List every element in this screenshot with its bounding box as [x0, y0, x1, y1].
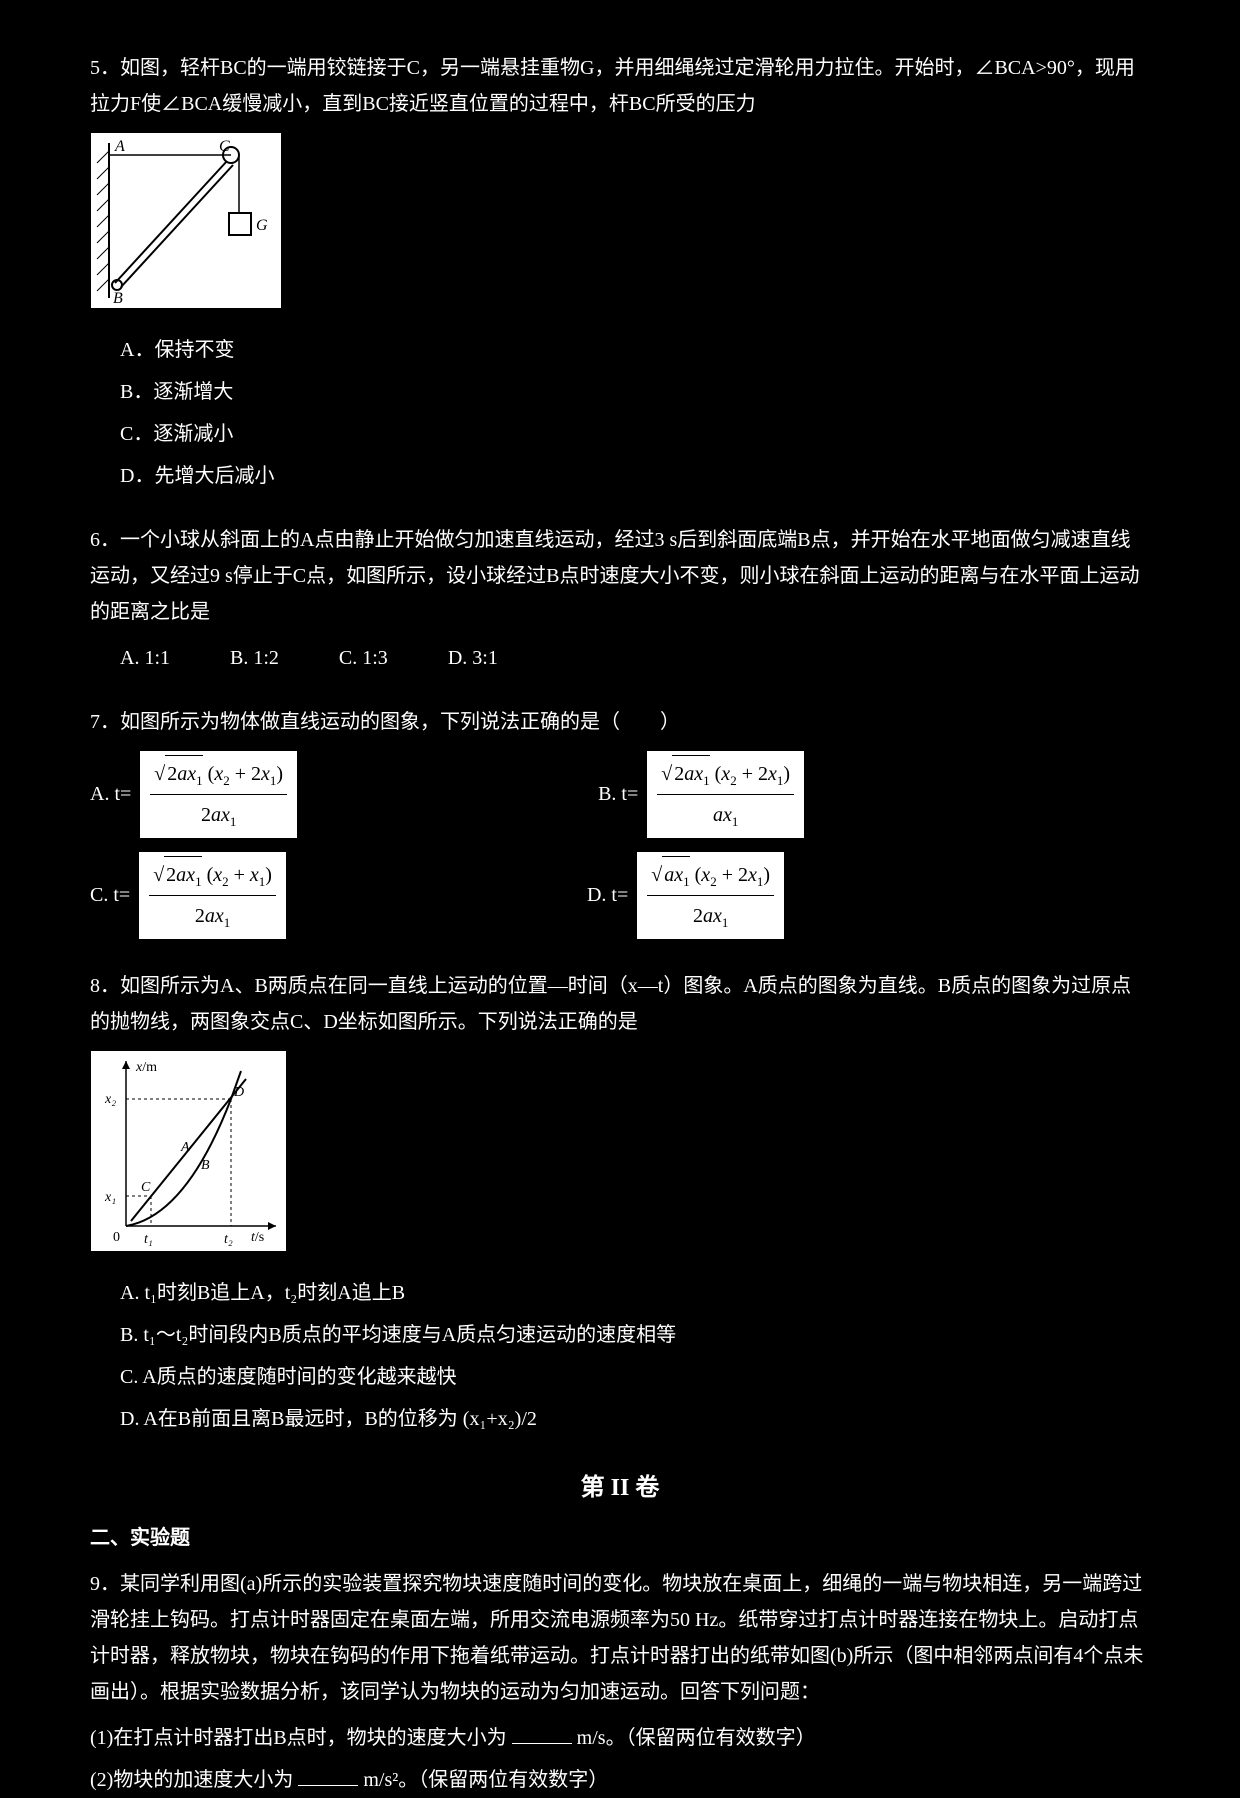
q6-opt-a: A. 1:1 — [120, 640, 170, 676]
q5-number: 5 — [90, 57, 100, 79]
q7-number: 7 — [90, 711, 100, 733]
q6-options: A. 1:1 B. 1:2 C. 1:3 D. 3:1 — [120, 640, 1150, 676]
q5-options: A．保持不变 B．逐渐增大 C．逐渐减小 D．先增大后减小 — [120, 332, 1150, 494]
q7-formula-d: √ax1 (x2 + 2x1) 2ax1 — [636, 851, 785, 940]
q6-opt-c: C. 1:3 — [339, 640, 388, 676]
q9-sub1: (1)在打点计时器打出B点时，物块的速度大小为 m/s。（保留两位有效数字） — [90, 1720, 1150, 1756]
question-5: 5．如图，轻杆BC的一端用铰链接于C，另一端悬挂重物G，并用细绳绕过定滑轮用力拉… — [90, 50, 1150, 494]
q6-opt-d: D. 3:1 — [448, 640, 498, 676]
q7-a-prefix: A. t= — [90, 776, 131, 812]
q8-opt-d: D. A在B前面且离B最远时，B的位移为 (x₁+x₂)/2 — [120, 1401, 1150, 1437]
question-9: 9．某同学利用图(a)所示的实验装置探究物块速度随时间的变化。物块放在桌面上，细… — [90, 1566, 1150, 1798]
svg-text:A: A — [114, 138, 125, 155]
svg-text:C: C — [219, 138, 230, 155]
q7-text: 7．如图所示为物体做直线运动的图象，下列说法正确的是（ ） — [90, 704, 1150, 740]
svg-text:x/m: x/m — [135, 1060, 157, 1075]
q7-row1: A. t= √2ax1 (x2 + 2x1) 2ax1 B. t= √2ax1 … — [90, 750, 1150, 839]
svg-text:t₂: t₂ — [224, 1232, 233, 1247]
q8-opt-b: B. t₁～t₂时间段内B质点的平均速度与A质点匀速运动的速度相等 — [120, 1317, 1150, 1353]
q7-d-prefix: D. t= — [587, 877, 628, 913]
q8-text: 8．如图所示为A、B两质点在同一直线上运动的位置—时间（x—t）图象。A质点的图… — [90, 968, 1150, 1040]
svg-text:B: B — [113, 290, 123, 307]
q7-c-prefix: C. t= — [90, 877, 130, 913]
section2-part-title: 二、实验题 — [90, 1520, 1150, 1556]
blank-2[interactable] — [298, 1768, 358, 1786]
svg-text:x₂: x₂ — [104, 1092, 116, 1107]
q5-figure-wrap: A C B G — [90, 132, 1150, 320]
svg-text:0: 0 — [113, 1230, 120, 1245]
q9-number: 9 — [90, 1573, 100, 1595]
q5-opt-b: B．逐渐增大 — [120, 374, 1150, 410]
svg-text:x₁: x₁ — [104, 1190, 116, 1205]
section-2: 第 II 卷 二、实验题 9．某同学利用图(a)所示的实验装置探究物块速度随时间… — [90, 1467, 1150, 1798]
svg-text:A: A — [180, 1140, 190, 1155]
q8-figure: x/m t/s 0 x₂ x₁ t₁ t₂ C D A B — [90, 1050, 285, 1250]
question-6: 6．一个小球从斜面上的A点由静止开始做匀加速直线运动，经过3 s后到斜面底端B点… — [90, 522, 1150, 676]
blank-1[interactable] — [512, 1726, 572, 1744]
q9-sub2: (2)物块的加速度大小为 m/s²。（保留两位有效数字） — [90, 1762, 1150, 1798]
q6-number: 6 — [90, 529, 100, 551]
q8-options: A. t₁时刻B追上A，t₂时刻A追上B B. t₁～t₂时间段内B质点的平均速… — [120, 1275, 1150, 1437]
q8-figure-wrap: x/m t/s 0 x₂ x₁ t₁ t₂ C D A B — [90, 1050, 1150, 1263]
q5-figure: A C B G — [90, 132, 280, 307]
svg-text:B: B — [201, 1158, 210, 1173]
q5-text: 5．如图，轻杆BC的一端用铰链接于C，另一端悬挂重物G，并用细绳绕过定滑轮用力拉… — [90, 50, 1150, 122]
q5-opt-c: C．逐渐减小 — [120, 416, 1150, 452]
q7-formula-a: √2ax1 (x2 + 2x1) 2ax1 — [139, 750, 298, 839]
svg-text:D: D — [233, 1085, 244, 1100]
q7-formula-b: √2ax1 (x2 + 2x1) ax1 — [646, 750, 805, 839]
question-8: 8．如图所示为A、B两质点在同一直线上运动的位置—时间（x—t）图象。A质点的图… — [90, 968, 1150, 1437]
q6-text: 6．一个小球从斜面上的A点由静止开始做匀加速直线运动，经过3 s后到斜面底端B点… — [90, 522, 1150, 630]
q9-text: 9．某同学利用图(a)所示的实验装置探究物块速度随时间的变化。物块放在桌面上，细… — [90, 1566, 1150, 1710]
q6-opt-b: B. 1:2 — [230, 640, 279, 676]
svg-text:C: C — [141, 1180, 151, 1195]
svg-text:t/s: t/s — [251, 1230, 264, 1245]
q7-b-prefix: B. t= — [598, 776, 638, 812]
section2-heading: 第 II 卷 — [90, 1467, 1150, 1510]
truss-svg: A C B G — [91, 133, 281, 308]
q5-opt-d: D．先增大后减小 — [120, 458, 1150, 494]
q8-opt-a: A. t₁时刻B追上A，t₂时刻A追上B — [120, 1275, 1150, 1311]
q5-opt-a: A．保持不变 — [120, 332, 1150, 368]
q8-opt-c: C. A质点的速度随时间的变化越来越快 — [120, 1359, 1150, 1395]
question-7: 7．如图所示为物体做直线运动的图象，下列说法正确的是（ ） A. t= √2ax… — [90, 704, 1150, 940]
q7-formula-c: √2ax1 (x2 + x1) 2ax1 — [138, 851, 287, 940]
xt-graph-svg: x/m t/s 0 x₂ x₁ t₁ t₂ C D A B — [91, 1051, 286, 1251]
svg-text:t₁: t₁ — [144, 1232, 153, 1247]
q7-row2: C. t= √2ax1 (x2 + x1) 2ax1 D. t= √ax1 (x… — [90, 851, 1150, 940]
q8-number: 8 — [90, 975, 100, 997]
svg-text:G: G — [256, 217, 268, 234]
